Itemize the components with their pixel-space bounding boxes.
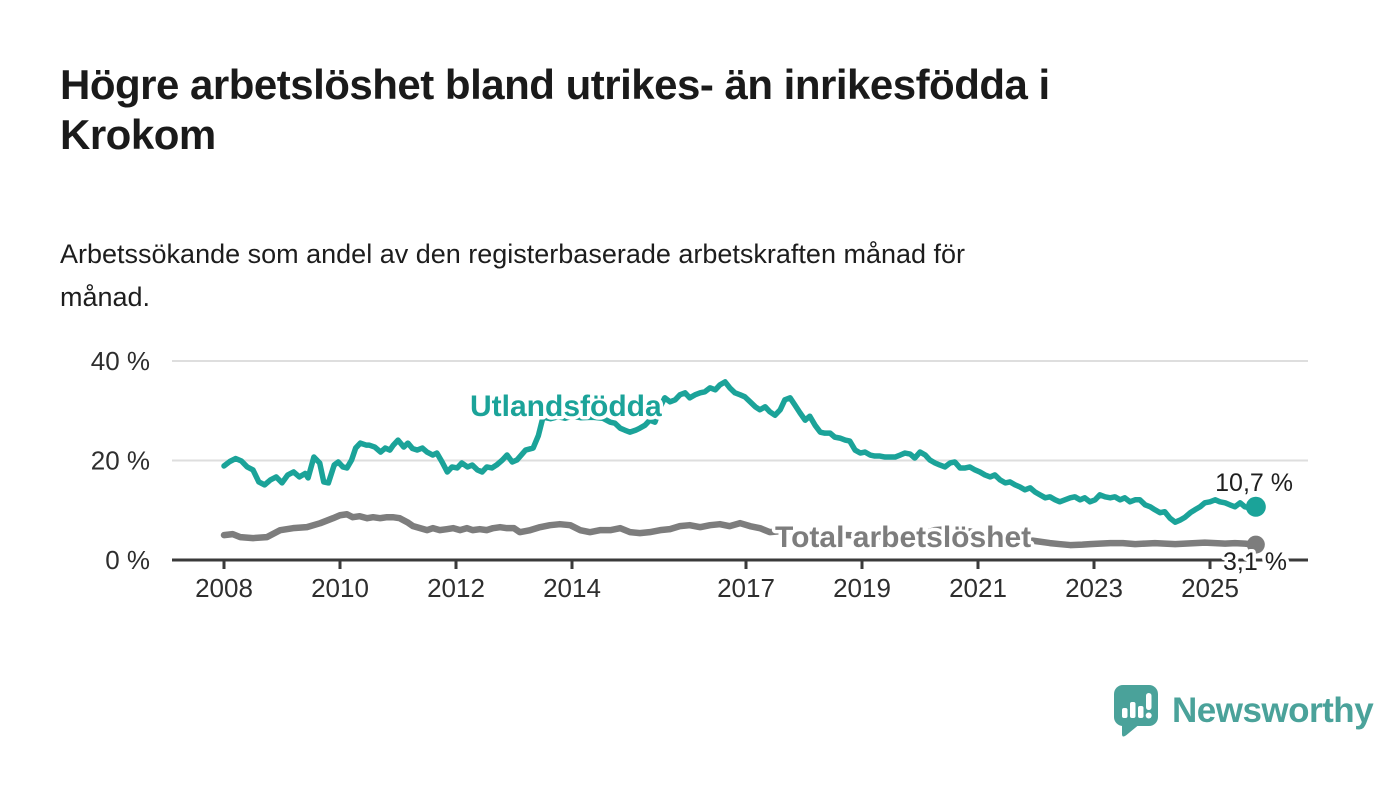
y-tick-label-20: 20 %	[91, 446, 150, 476]
speech-bubble-bar-chart-icon	[1114, 685, 1158, 737]
x-tick-label-2008: 2008	[195, 573, 253, 603]
series-end-dot-utlandsf-dda	[1245, 496, 1266, 517]
series-line-utlandsf-dda	[221, 379, 1259, 525]
x-tick-label-2025: 2025	[1181, 573, 1239, 603]
y-tick-label-0: 0 %	[105, 545, 150, 575]
page-title-line-1: Högre arbetslöshet bland utrikes- än inr…	[60, 61, 1050, 108]
series-line-total-arbetsl-shet	[220, 510, 1260, 549]
x-tick-label-2019: 2019	[833, 573, 891, 603]
x-tick-label-2017: 2017	[717, 573, 775, 603]
y-tick-label-40: 40 %	[91, 346, 150, 376]
newsworthy-logo: Newsworthy	[1112, 683, 1374, 739]
page-subtitle-line-2: månad.	[60, 282, 151, 312]
series-label-utlandsf-dda: Utlandsfödda	[470, 390, 662, 423]
series-label-total-arbetsl-shet: Total arbetslöshet	[775, 521, 1031, 554]
series-end-dot-total-arbetsl-shet	[1246, 535, 1265, 554]
page-subtitle-line-1: Arbetssökande som andel av den registerb…	[60, 239, 966, 269]
page-title: Högre arbetslöshet bland utrikes- än inr…	[60, 60, 1370, 160]
x-tick-label-2023: 2023	[1065, 573, 1123, 603]
end-value-label-total-arbetsl-shet: 3,1 %	[1223, 548, 1287, 576]
x-tick-label-2014: 2014	[543, 573, 601, 603]
x-tick-label-2010: 2010	[311, 573, 369, 603]
newsworthy-wordmark: Newsworthy	[1172, 691, 1374, 730]
end-value-label-utlandsf-dda: 10,7 %	[1215, 469, 1293, 497]
x-tick-label-2021: 2021	[949, 573, 1007, 603]
page-title-line-2: Krokom	[60, 111, 216, 158]
x-tick-label-2012: 2012	[427, 573, 485, 603]
page-subtitle: Arbetssökande som andel av den registerb…	[60, 233, 1310, 319]
